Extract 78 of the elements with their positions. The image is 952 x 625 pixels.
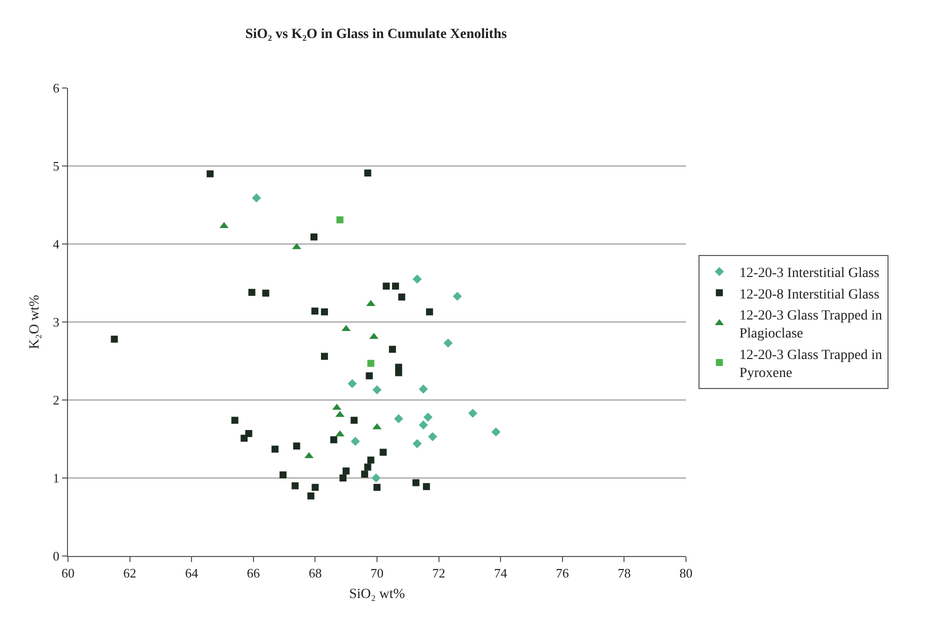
point	[491, 427, 501, 437]
point	[398, 294, 406, 301]
y-tick-label: 1	[52, 470, 60, 486]
point	[292, 482, 299, 490]
point	[361, 470, 368, 478]
point	[336, 216, 344, 224]
x-tick-label: 72	[432, 566, 446, 581]
point	[382, 282, 390, 290]
point	[350, 416, 358, 424]
point	[240, 434, 248, 442]
point	[394, 414, 404, 424]
point	[374, 484, 380, 491]
point	[350, 436, 360, 446]
legend-label: 12-20-3 Glass Trapped in Plagioclase	[739, 308, 882, 342]
x-tick-label: 68	[308, 566, 322, 581]
point	[412, 439, 422, 448]
chart-title: SiO₂ vs K₂O in Glass in Cumulate Xenoliths	[245, 26, 508, 42]
point	[372, 473, 381, 483]
point	[110, 336, 118, 343]
point	[422, 483, 430, 490]
point	[364, 170, 372, 177]
point	[372, 385, 382, 394]
point	[280, 471, 287, 478]
point	[262, 290, 270, 297]
point	[412, 274, 422, 284]
point	[348, 379, 357, 388]
y-tick-label: 2	[52, 392, 60, 408]
point	[452, 292, 462, 301]
y-tick-label: 4	[52, 236, 60, 252]
point	[340, 474, 347, 482]
point	[272, 446, 279, 453]
point	[412, 479, 420, 486]
x-tick-label: 60	[62, 566, 74, 581]
point	[330, 436, 338, 444]
point	[312, 484, 319, 491]
point	[364, 464, 372, 471]
point	[307, 492, 314, 500]
x-tick-label: 70	[370, 566, 384, 581]
point	[423, 412, 433, 422]
x-tick-label: 80	[680, 566, 692, 581]
point	[366, 372, 373, 380]
y-tick-label: 6	[52, 80, 60, 96]
legend-label: 12-20-3 Interstitial Glass	[739, 266, 880, 282]
point	[320, 352, 328, 360]
y-tick-label: 3	[52, 314, 60, 330]
point	[310, 233, 318, 240]
point	[444, 338, 453, 348]
point	[468, 408, 478, 418]
y-tick-label: 0	[52, 548, 60, 564]
point	[206, 170, 214, 178]
x-tick-label: 62	[123, 566, 136, 581]
x-tick-label: 74	[494, 566, 508, 581]
point	[367, 456, 374, 464]
point	[231, 416, 238, 424]
x-tick-label: 78	[618, 566, 631, 581]
point	[293, 442, 300, 450]
point	[252, 193, 262, 203]
x-axis-title: SiO₂ wt%	[349, 586, 406, 602]
legend-label: 12-20-8 Interstitial Glass	[739, 287, 880, 302]
x-tick-label: 76	[556, 566, 570, 581]
point	[320, 308, 328, 316]
x-tick-label: 64	[185, 566, 199, 581]
legend-label: 12-20-3 Glass Trapped in Pyroxene	[739, 348, 882, 382]
y-tick-label: 5	[52, 158, 60, 174]
y-axis-title: K₂O wt%	[28, 294, 42, 350]
point	[392, 282, 400, 290]
point	[428, 432, 438, 442]
x-tick-label: 66	[246, 566, 260, 581]
point	[367, 360, 374, 367]
point	[418, 420, 428, 430]
point	[248, 288, 256, 296]
point	[380, 448, 387, 456]
point	[395, 369, 402, 376]
point	[426, 308, 434, 316]
point	[342, 467, 350, 474]
point	[418, 384, 428, 394]
point	[388, 346, 396, 353]
point	[311, 308, 318, 315]
